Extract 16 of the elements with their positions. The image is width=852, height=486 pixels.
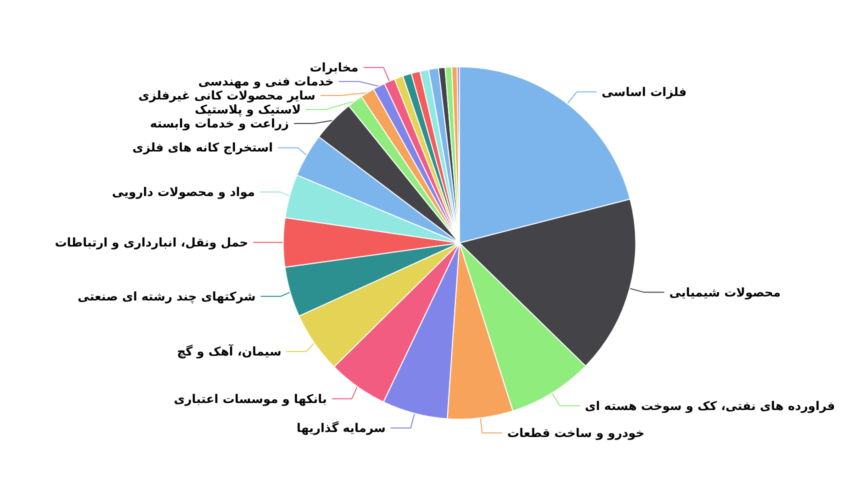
- slice-label: محصولات شیمیایی: [669, 285, 781, 300]
- slice-label: سایر محصولات کانی غیرفلزی: [138, 88, 316, 102]
- slice-label: فلزات اساسی: [602, 84, 687, 99]
- slice-label: خودرو و ساخت قطعات: [507, 426, 644, 440]
- slice-label: سیمان، آهک و گچ: [176, 343, 282, 358]
- slice-label: بانکها و موسسات اعتباری: [174, 392, 327, 406]
- slice-label: سرمایه گذاریها: [296, 420, 386, 435]
- slice-label: مخابرات: [310, 60, 358, 74]
- slice-label: شرکتهای چند رشته ای صنعتی: [78, 289, 256, 304]
- slice-label: حمل ونقل، انبارداری و ارتباطات: [54, 235, 248, 250]
- slice-label: لاستیک و پلاستیک: [194, 102, 301, 116]
- slice-label: فراورده های نفتی، کک و سوخت هسته ای: [584, 398, 835, 413]
- slice-label: مواد و محصولات دارویی: [112, 184, 255, 199]
- slice-label: خدمات فنی و مهندسی: [198, 74, 334, 88]
- slice-label: استخراج کانه های فلزی: [132, 140, 273, 155]
- slice-label: زراعت و خدمات وابسته: [150, 116, 289, 130]
